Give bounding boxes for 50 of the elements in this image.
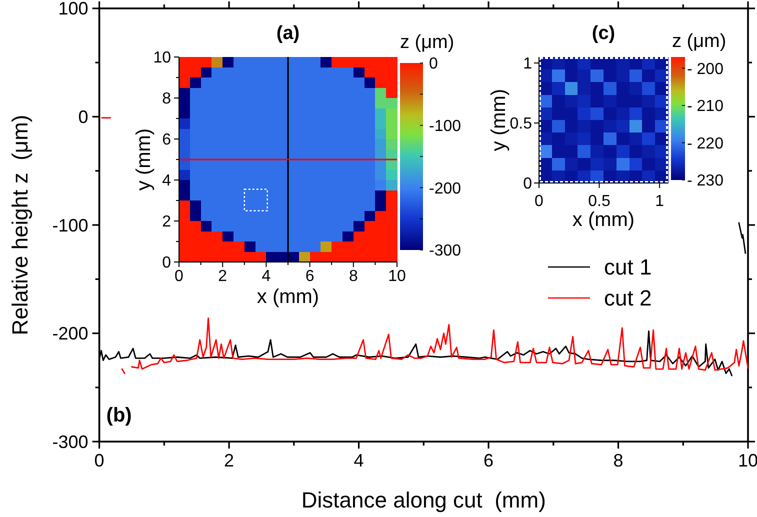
y-tick-label: 0 [162,254,172,272]
y-tick-label: 0.5 [510,116,532,133]
x-tick-label: 0 [94,450,104,471]
color-bar-title: z (μm) [400,32,454,53]
y-tick-label: -200 [52,324,88,344]
y-axis-title: Relative height z (μm) [8,114,33,336]
x-tick-label: 6 [484,450,494,471]
x-tick-label: 8 [348,268,358,285]
y-tick-label: 8 [162,90,172,108]
legend-label: cut 1 [604,254,652,280]
y-tick-label: 4 [162,172,172,190]
color-bar-title: z (μm) [672,31,726,52]
chart-title: (c) [592,23,616,44]
color-bar-label: - 210 [687,98,724,116]
color-bar-label: -100 [429,118,462,135]
x-tick-label: 6 [305,268,314,285]
color-bar-label: - 230 [687,172,724,190]
y-tick-label: -300 [52,432,88,452]
x-axis-title: x (mm) [256,286,320,308]
x-tick-label: 10 [738,450,757,471]
y-tick-label: 0 [78,107,88,127]
x-tick-label: 0 [174,268,184,285]
x-tick-label: 4 [354,450,364,471]
x-axis-title: x (mm) [572,209,635,231]
legend-label: cut 2 [604,286,652,311]
y-tick-label: 0 [523,176,532,193]
x-tick-label: 4 [262,268,271,285]
x-axis-title: Distance along cut (mm) [301,488,546,513]
chart-title: (a) [276,23,300,44]
y-tick-label: 100 [58,0,88,19]
y-axis-title: y (mm) [133,128,155,191]
y-tick-label: -100 [52,215,88,236]
x-tick-label: 10 [388,268,406,285]
color-bar-label: 0 [429,56,438,73]
color-bar-label: -200 [429,180,462,198]
x-tick-label: 0.5 [588,193,610,210]
color-bar-label: - 200 [687,60,724,78]
y-tick-label: 2 [162,214,172,231]
x-tick-label: 2 [224,450,234,471]
y-axis-title: y (mm) [488,88,510,152]
x-tick-label: 2 [218,268,228,285]
color-bar-label: - 220 [687,135,724,152]
x-tick-label: 0 [534,193,544,210]
x-tick-label: 8 [613,450,624,471]
annotation: (b) [106,404,132,427]
y-tick-label: 10 [153,50,172,67]
y-tick-label: 6 [162,132,172,149]
x-tick-label: 1 [655,193,664,210]
y-tick-label: 1 [523,56,532,73]
color-bar-label: -300 [429,242,462,260]
